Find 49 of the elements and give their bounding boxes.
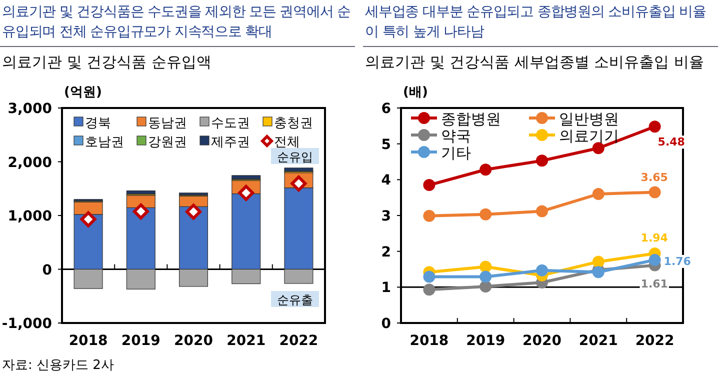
legend-label: 경북 xyxy=(85,116,111,131)
x-tick-label: 2021 xyxy=(578,333,618,349)
x-tick-label: 2022 xyxy=(279,333,318,349)
chart-title: 의료기관 및 건강식품 세부업종별 소비유출입 비율 xyxy=(365,53,704,72)
x-tick-label: 2020 xyxy=(522,333,562,349)
x-tick-label: 2019 xyxy=(466,333,506,349)
legend-label: 기타 xyxy=(441,144,471,162)
legend-label: 의료기기 xyxy=(559,127,619,145)
annotation: 순유출 xyxy=(277,293,313,307)
x-tick-label: 2019 xyxy=(121,333,160,349)
x-tick-label: 2020 xyxy=(174,333,214,349)
y-tick-label: 0 xyxy=(381,316,392,332)
data-label: 5.48 xyxy=(658,136,685,149)
legend-label: 호남권 xyxy=(85,135,124,150)
text: 자료: 신용카드 2사 xyxy=(2,357,114,374)
y-tick-label: 1 xyxy=(381,280,391,296)
legend-label: 전체 xyxy=(274,135,300,150)
legend-label: 강원권 xyxy=(148,135,187,150)
legend-label: 동남권 xyxy=(148,116,187,131)
y-tick-label: 1,000 xyxy=(8,208,52,224)
chart-title: 의료기관 및 건강식품 순유입액 xyxy=(2,53,212,72)
y-tick-label: 2,000 xyxy=(8,154,52,171)
chart-subtitle: 의료기관 및 건강식품은 수도권을 제외한 모든 권역에서 순유입되며 전체 순유입규모가 지속적으로 확대 xyxy=(2,3,352,42)
x-tick-label: 2018 xyxy=(68,333,108,349)
y-tick-label: 3 xyxy=(381,208,391,224)
legend-label: 제주권 xyxy=(211,135,250,150)
x-tick-label: 2018 xyxy=(410,333,449,349)
x-tick-label: 2021 xyxy=(226,333,266,349)
y-tick-label: 3,000 xyxy=(8,101,52,117)
data-label: 3.65 xyxy=(640,171,668,184)
y-axis-title: (억원) xyxy=(64,85,102,100)
y-tick-label: 0 xyxy=(42,262,52,278)
legend-label: 약국 xyxy=(441,127,471,145)
y-tick-label: 5 xyxy=(381,136,391,153)
annotation: 순유입 xyxy=(277,150,313,164)
legend-label: 수도권 xyxy=(211,116,250,131)
legend-label: 종합병원 xyxy=(441,110,501,128)
data-label: 1.76 xyxy=(664,254,692,268)
y-tick-label: 6 xyxy=(381,101,391,117)
data-label: 1.94 xyxy=(640,231,668,244)
chart-subtitle: 세부업종 대부분 순유입되고 종합병원의 소비유출입 비율이 특히 높게 나타남 xyxy=(365,3,707,42)
y-tick-label: 4 xyxy=(381,172,392,189)
data-label: 1.61 xyxy=(640,277,668,290)
y-tick-label: 2 xyxy=(381,244,391,260)
legend-label: 충청권 xyxy=(274,116,313,131)
legend-label: 일반병원 xyxy=(559,110,619,128)
y-axis-title: (배) xyxy=(403,85,428,100)
y-tick-label: -1,000 xyxy=(2,316,52,332)
x-tick-label: 2022 xyxy=(635,333,674,349)
